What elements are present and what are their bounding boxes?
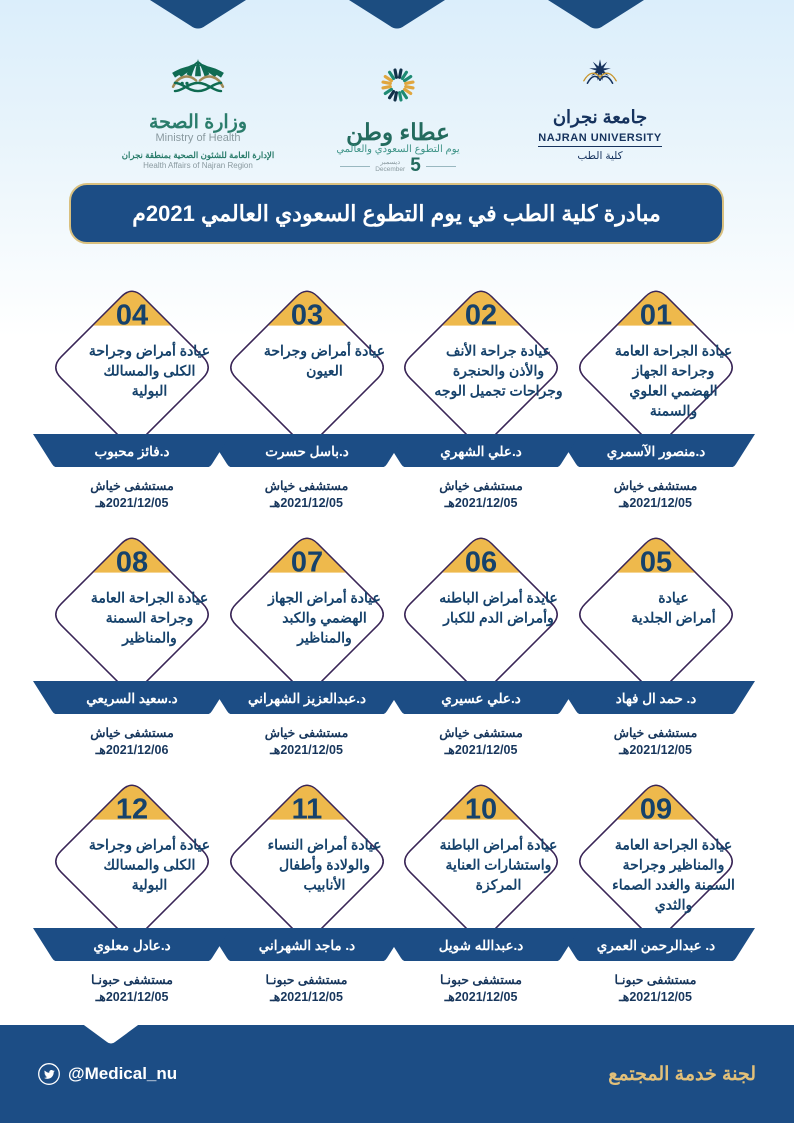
svg-text:10: 10: [465, 793, 497, 825]
svg-text:د.منصور الآسمري: د.منصور الآسمري: [606, 443, 705, 460]
svg-text:03: 03: [290, 299, 322, 331]
svg-text:08: 08: [116, 546, 148, 578]
svg-text:د.علي الشهري: د.علي الشهري: [440, 444, 521, 460]
svg-text:11: 11: [291, 793, 322, 825]
svg-text:05: 05: [639, 546, 671, 578]
svg-text:07: 07: [290, 546, 322, 578]
svg-text:06: 06: [465, 546, 497, 578]
svg-text:د.باسل حسرت: د.باسل حسرت: [265, 444, 348, 460]
svg-text:09: 09: [639, 793, 671, 825]
svg-text:د.عبدالعزيز الشهراني: د.عبدالعزيز الشهراني: [247, 691, 365, 707]
svg-text:04: 04: [116, 299, 148, 331]
svg-text:د.عادل معلوي: د.عادل معلوي: [93, 938, 170, 954]
svg-text:د.عبدالله شويل: د.عبدالله شويل: [439, 938, 524, 954]
svg-text:د. ماجد الشهراني: د. ماجد الشهراني: [258, 938, 354, 954]
svg-text:د.سعيد السريعي: د.سعيد السريعي: [86, 691, 177, 707]
svg-text:د.فائز محبوب: د.فائز محبوب: [95, 444, 170, 460]
svg-text:د.علي عسيري: د.علي عسيري: [441, 691, 520, 707]
svg-text:01: 01: [639, 299, 671, 331]
svg-text:12: 12: [116, 793, 148, 825]
svg-text:02: 02: [465, 299, 497, 331]
svg-text:د. عبدالرحمن العمري: د. عبدالرحمن العمري: [596, 938, 714, 954]
svg-text:د. حمد ال فهاد: د. حمد ال فهاد: [615, 691, 696, 707]
